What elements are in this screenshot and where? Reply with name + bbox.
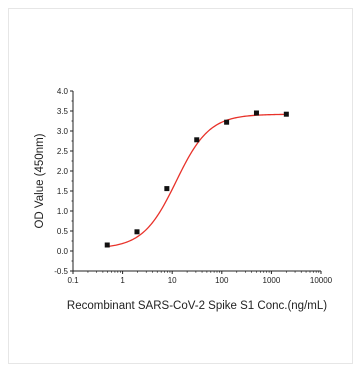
y-tick-label: 3.0 (57, 127, 69, 136)
chart-frame (8, 8, 353, 364)
x-tick-label: 1000 (263, 276, 281, 285)
fit-curve (107, 113, 287, 248)
y-tick-label: 2.0 (57, 167, 69, 176)
data-point (224, 119, 230, 125)
x-tick-label: 100 (215, 276, 229, 285)
y-tick-label: 0.5 (57, 227, 69, 236)
data-point (104, 242, 110, 248)
data-point (253, 110, 259, 116)
data-point (283, 111, 289, 117)
y-tick-label: 4.0 (57, 87, 69, 96)
x-tick-label: 0.1 (67, 276, 79, 285)
x-axis-title: Recombinant SARS-CoV-2 Spike S1 Conc.(ng… (67, 300, 327, 312)
data-point (194, 137, 200, 143)
x-tick-label: 10 (168, 276, 177, 285)
x-tick-label: 10000 (310, 276, 333, 285)
y-tick-label: 3.5 (57, 107, 69, 116)
y-tick-label: 1.5 (57, 187, 69, 196)
y-axis-title: OD Value (450nm) (34, 133, 46, 228)
plot-area: -0.5 0.0 0.5 1.0 1.5 2.0 2.5 3.0 3.5 4.0 0.1 1 10 100… (34, 87, 333, 312)
data-point (164, 186, 170, 192)
y-tick-label: -0.5 (54, 267, 68, 276)
data-point (134, 229, 140, 235)
x-tick-label: 1 (120, 276, 125, 285)
y-tick-label: 0.0 (57, 247, 69, 256)
y-tick-label: 2.5 (57, 147, 69, 156)
y-tick-label: 1.0 (57, 207, 69, 216)
